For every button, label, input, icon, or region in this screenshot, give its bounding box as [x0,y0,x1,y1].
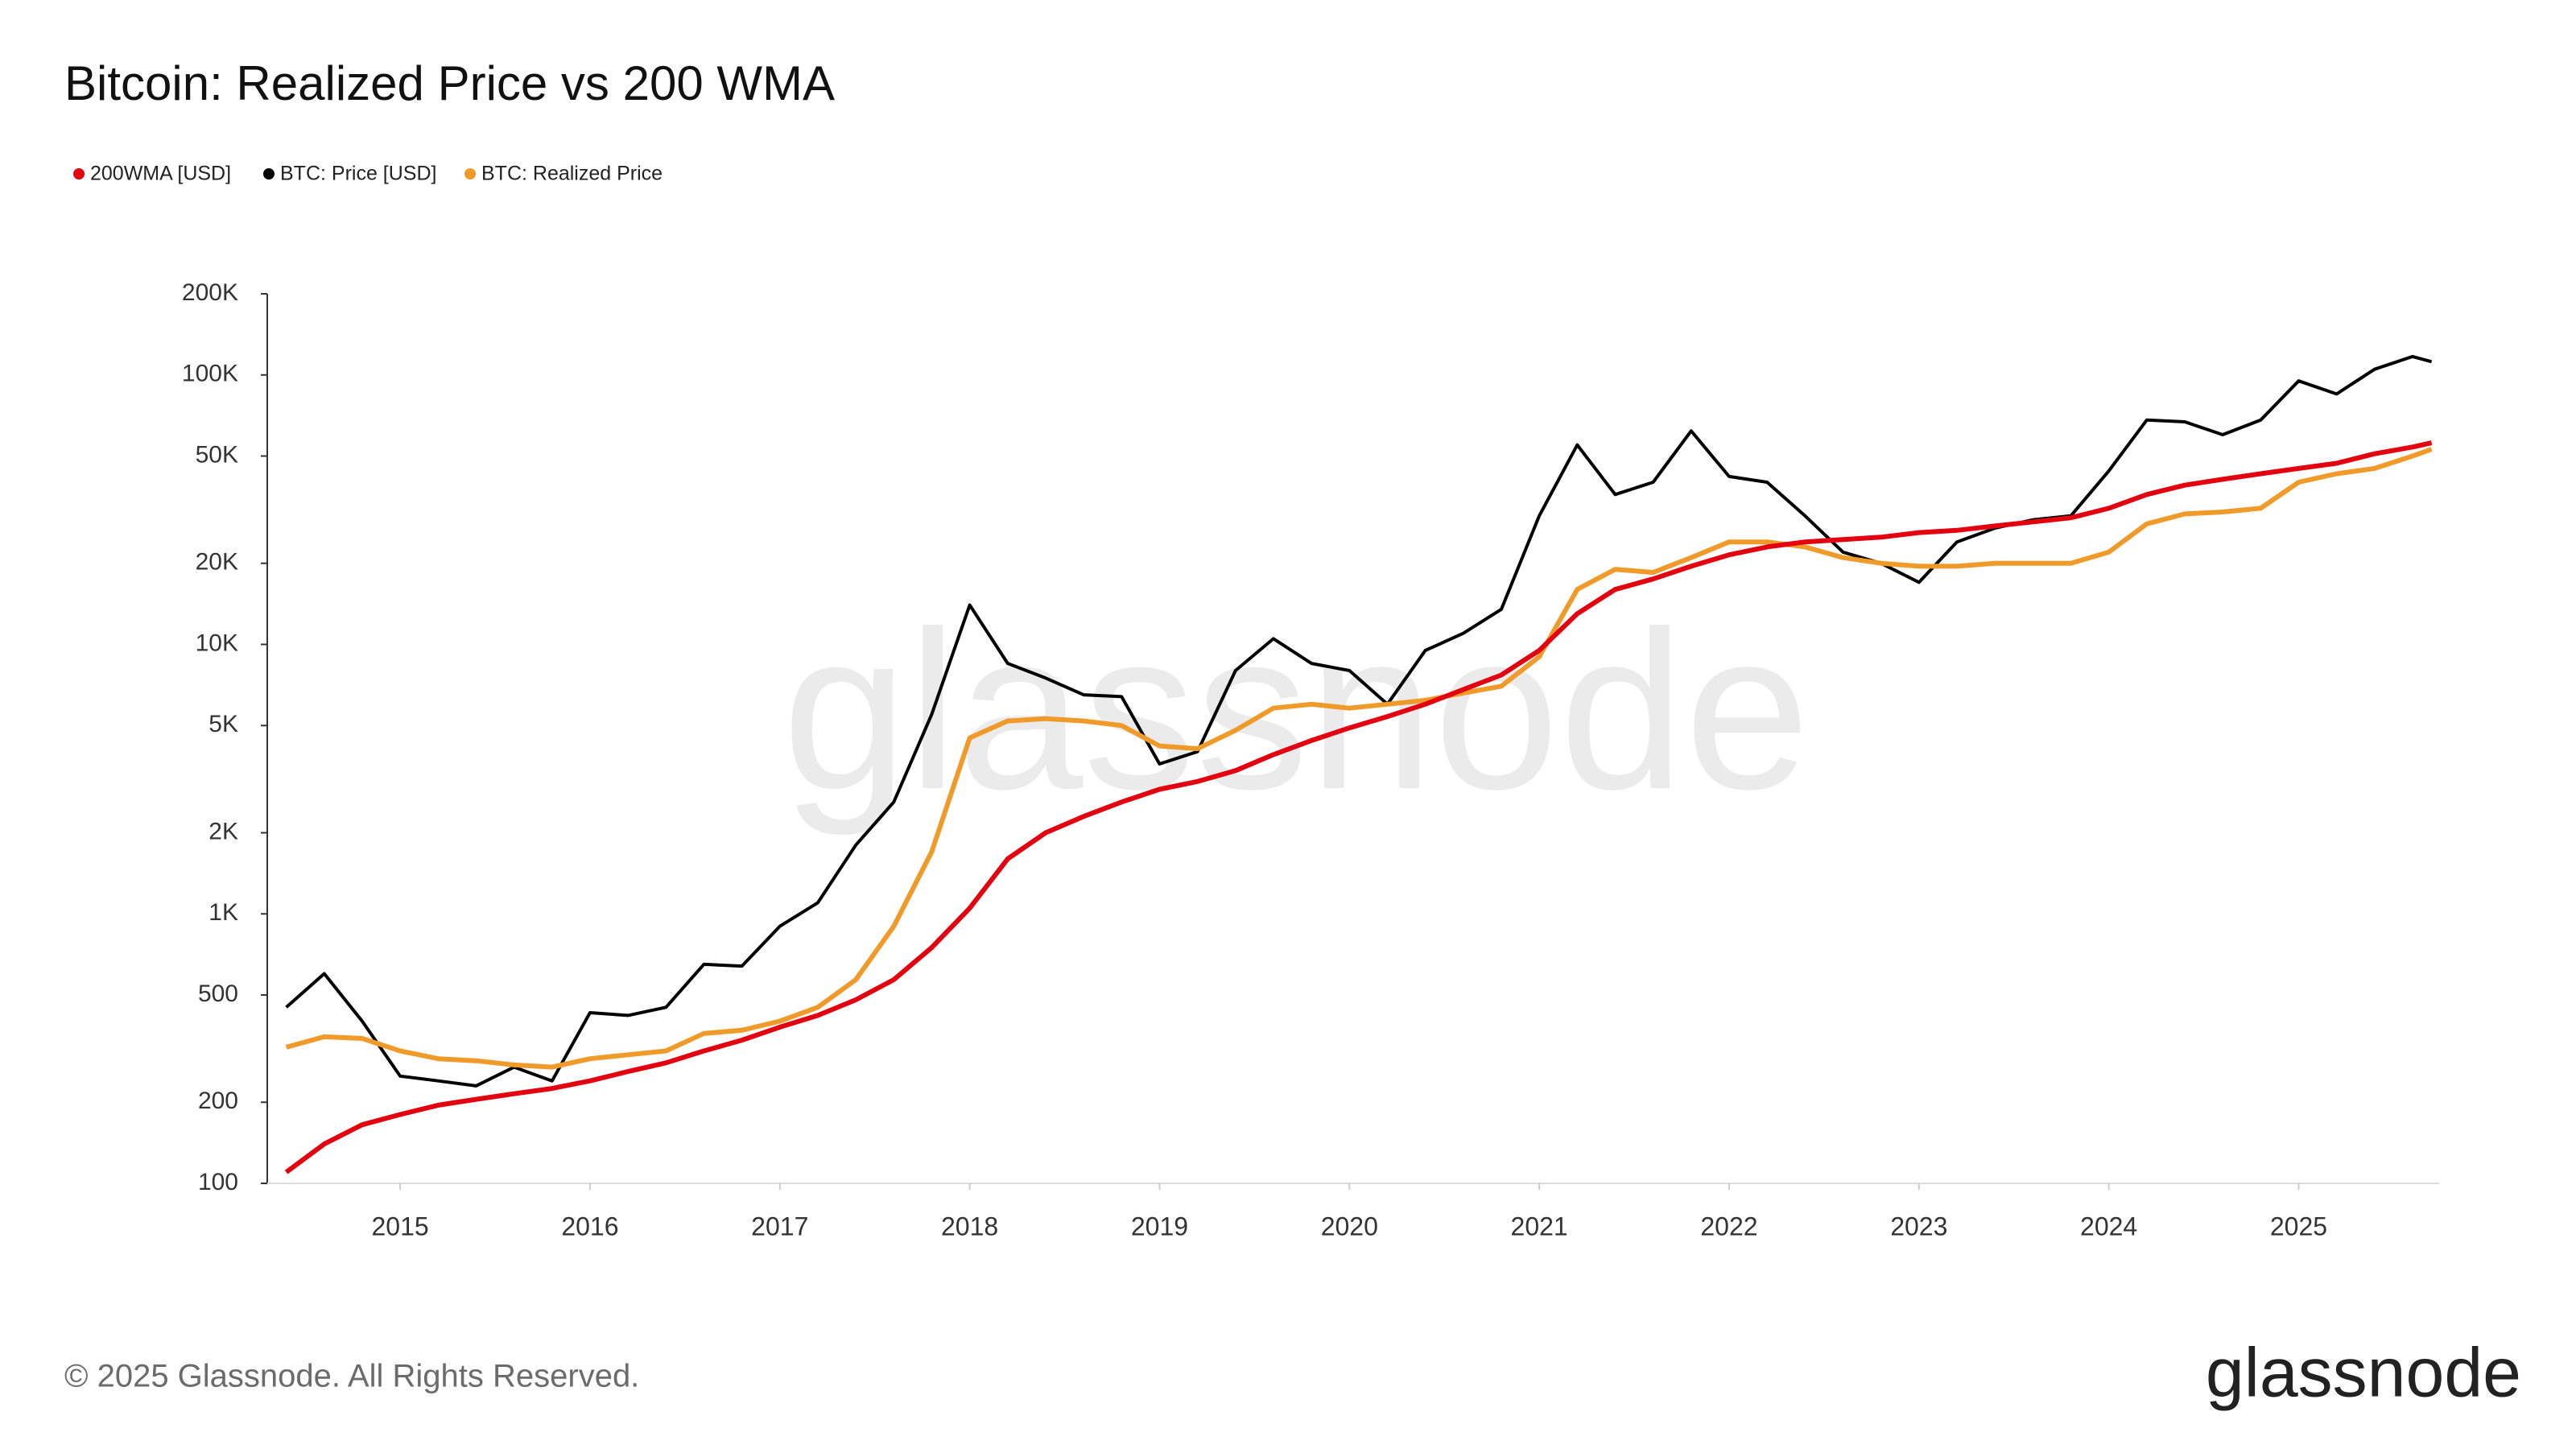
x-tick-label: 2022 [1700,1212,1757,1241]
x-tick-label: 2020 [1321,1212,1378,1241]
y-tick-label: 200K [182,279,238,306]
x-tick-label: 2019 [1131,1212,1188,1241]
series-line [285,447,2433,1070]
y-tick-label: 50K [196,441,238,468]
y-tick-label: 5K [208,711,238,737]
series-line [284,440,2433,1174]
y-tick-label: 10K [196,630,238,656]
x-tick-label: 2015 [371,1212,428,1241]
x-tick-label: 2024 [2080,1212,2137,1241]
y-tick-label: 20K [196,549,238,576]
x-tick-label: 2023 [1890,1212,1947,1241]
x-tick-label: 2016 [561,1212,618,1241]
x-tick-label: 2021 [1511,1212,1568,1241]
legend-marker [464,168,476,180]
y-tick-label: 500 [198,980,238,1007]
y-tick-label: 100 [198,1169,238,1195]
x-tick-label: 2018 [941,1212,998,1241]
logo: glassnode [2206,1335,2521,1412]
watermark: glassnode [782,585,1810,837]
legend-label: BTC: Price [USD] [280,163,436,185]
legend-label: 200WMA [USD] [90,163,231,185]
footer: © 2025 Glassnode. All Rights Reserved. [64,1359,639,1394]
y-tick-label: 1K [208,899,238,926]
legend-marker [73,168,85,180]
x-tick-label: 2025 [2270,1212,2327,1241]
x-tick-label: 2017 [751,1212,808,1241]
y-tick-label: 2K [208,818,238,844]
legend-marker [263,168,275,180]
series-line [285,354,2433,1088]
chart-title: Bitcoin: Realized Price vs 200 WMA [64,56,835,110]
y-tick-label: 100K [182,361,238,387]
legend-label: BTC: Realized Price [481,163,663,185]
y-tick-label: 200 [198,1088,238,1114]
